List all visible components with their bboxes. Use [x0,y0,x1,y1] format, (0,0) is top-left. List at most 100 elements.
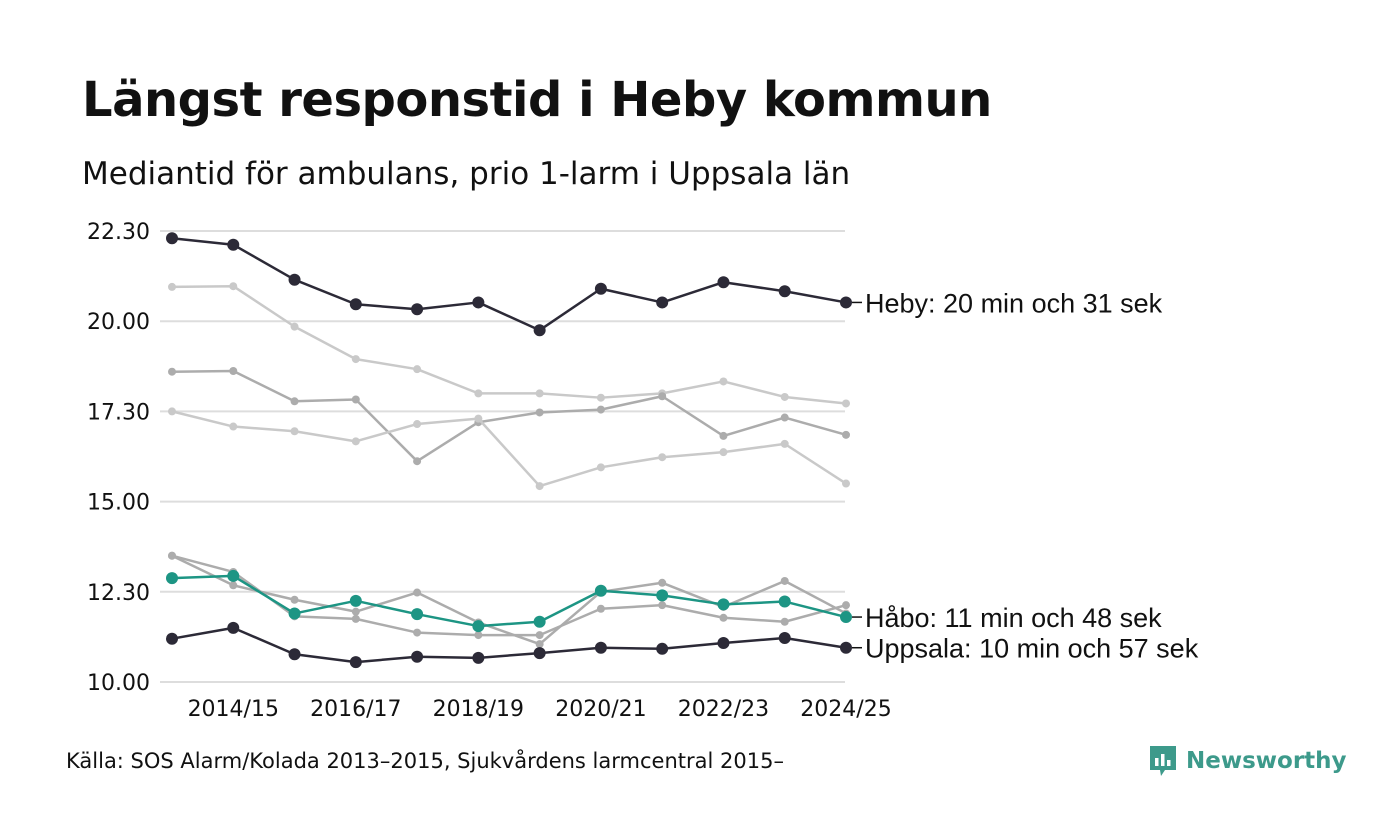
data-point-kommun-b [842,430,850,439]
data-point-kommun-b [351,395,360,404]
data-point-heby [778,285,791,298]
data-point-håbo [840,611,852,624]
series-uppsala [166,621,852,669]
series-heby [166,232,852,337]
data-point-uppsala [533,647,546,660]
data-point-kommun-e [413,588,422,597]
data-point-håbo [717,598,730,611]
y-tick-label: 10.00 [87,671,150,696]
y-tick-label: 15.00 [87,491,150,516]
data-point-kommun-e [780,576,789,585]
x-tick-label: 2020/21 [555,697,646,722]
x-tick-label: 2014/15 [188,697,279,722]
data-point-kommun-c [229,422,238,431]
data-point-uppsala [349,656,362,669]
data-point-håbo [411,608,424,621]
series-kommun-c [168,407,850,491]
data-point-kommun-b [290,397,299,406]
data-point-kommun-c [535,482,544,491]
data-point-kommun-a [351,355,360,364]
data-point-uppsala [166,632,178,645]
newsworthy-logo-text: Newsworthy [1186,748,1347,774]
data-point-kommun-c [780,439,789,448]
background-series [168,282,850,649]
data-point-håbo [166,572,178,585]
data-point-kommun-a [780,392,789,401]
data-point-kommun-a [168,282,176,291]
data-point-håbo [472,620,485,633]
data-point-heby [227,238,240,251]
data-point-kommun-b [596,405,605,414]
data-point-uppsala [656,642,669,655]
series-line-kommun-a [170,284,848,405]
data-point-kommun-d [474,631,483,640]
x-tick-label: 2022/23 [678,697,769,722]
chart-title: Längst responstid i Heby kommun [82,72,992,128]
data-point-kommun-b [535,408,544,417]
x-tick-label: 2016/17 [310,697,401,722]
data-point-kommun-c [290,427,299,436]
x-tick-label: 2024/25 [800,697,891,722]
series-line-kommun-d [170,554,848,637]
data-point-håbo [349,594,362,607]
data-point-kommun-a [290,322,299,331]
data-point-heby [533,324,546,337]
data-point-håbo [594,584,607,597]
data-point-heby [411,303,424,316]
data-point-kommun-d [780,617,789,626]
data-point-kommun-a [229,282,238,291]
newsworthy-logo-icon [1150,746,1176,776]
data-point-kommun-d [413,628,422,637]
data-point-uppsala [594,641,607,654]
source-note: Källa: SOS Alarm/Kolada 2013–2015, Sjukv… [66,749,784,773]
highlighted-series [166,232,852,669]
data-point-kommun-e [290,595,299,604]
data-point-uppsala [411,650,424,663]
y-axis-tick-labels: 10.00 12.30 15.00 17.30 20.00 22.30 [87,220,150,696]
data-point-kommun-c [168,407,176,416]
data-point-kommun-c [719,448,728,457]
data-point-kommun-a [842,399,850,408]
data-point-kommun-b [413,457,422,466]
newsworthy-logo[interactable]: Newsworthy [1148,744,1347,778]
data-point-heby [840,296,852,309]
series-kommun-a [168,282,850,408]
data-point-kommun-c [351,437,360,446]
y-tick-label: 20.00 [87,310,150,335]
data-point-heby [349,298,362,311]
x-axis-tick-labels: 2014/15 2016/17 2018/19 2020/21 2022/23 2024/… [188,697,892,722]
data-point-håbo [227,569,240,582]
data-point-kommun-e [351,607,360,616]
data-point-uppsala [717,637,730,650]
series-line-kommun-e [170,554,848,646]
series-label-heby: Heby: 20 min och 31 sek [865,288,1163,318]
x-tick-label: 2018/19 [433,697,524,722]
data-point-uppsala [778,631,791,644]
data-point-kommun-b [719,431,728,440]
series-end-labels: Heby: 20 min och 31 sek Håbo: 11 min och … [852,288,1199,664]
data-point-kommun-c [658,453,667,462]
data-point-heby [594,282,607,295]
series-line-kommun-c [170,410,848,488]
series-label-håbo: Håbo: 11 min och 48 sek [865,603,1162,633]
data-point-kommun-e [658,578,667,587]
data-point-kommun-a [719,377,728,386]
data-point-uppsala [288,648,301,661]
series-håbo [166,569,852,633]
series-kommun-b [168,366,850,466]
data-point-kommun-d [351,614,360,623]
data-point-kommun-d [658,601,667,610]
data-point-kommun-e [229,581,238,590]
data-point-kommun-e [168,551,176,560]
data-point-uppsala [840,641,852,654]
data-point-kommun-b [229,366,238,375]
data-point-kommun-e [535,640,544,649]
data-point-kommun-d [719,613,728,622]
data-point-kommun-c [596,463,605,472]
data-point-heby [656,296,669,309]
data-point-kommun-b [658,392,667,401]
data-point-kommun-a [474,389,483,398]
data-point-heby [472,296,485,309]
data-point-heby [717,276,730,289]
